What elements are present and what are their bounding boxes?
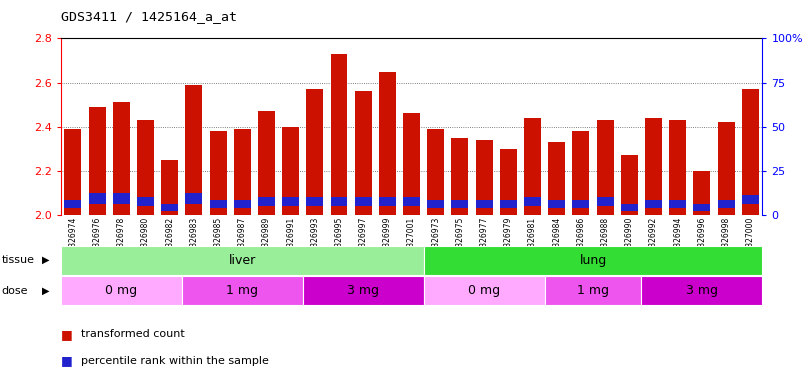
Text: GDS3411 / 1425164_a_at: GDS3411 / 1425164_a_at — [61, 10, 237, 23]
Bar — [64, 129, 81, 215]
Text: tissue: tissue — [2, 255, 35, 265]
Bar — [331, 54, 347, 215]
Text: 3 mg: 3 mg — [347, 285, 380, 297]
Bar — [61, 246, 423, 275]
Text: ■: ■ — [61, 328, 72, 341]
Bar — [303, 276, 423, 305]
Bar — [693, 204, 710, 210]
Bar — [423, 276, 545, 305]
Bar — [379, 197, 396, 206]
Text: ▶: ▶ — [42, 286, 49, 296]
Text: lung: lung — [579, 254, 607, 266]
Bar — [500, 200, 517, 209]
Bar — [524, 197, 541, 206]
Text: ▶: ▶ — [42, 255, 49, 265]
Bar — [669, 120, 686, 215]
Text: 0 mg: 0 mg — [468, 285, 500, 297]
Bar — [548, 142, 565, 215]
Bar — [113, 193, 130, 204]
Bar — [548, 200, 565, 209]
Bar — [524, 118, 541, 215]
Bar — [669, 200, 686, 209]
Bar — [331, 197, 347, 206]
Bar — [88, 193, 105, 204]
Bar — [403, 113, 420, 215]
Bar — [645, 200, 662, 209]
Bar — [742, 89, 759, 215]
Text: ■: ■ — [61, 354, 72, 367]
Bar — [427, 129, 444, 215]
Bar — [718, 122, 735, 215]
Text: 1 mg: 1 mg — [577, 285, 609, 297]
Bar — [642, 276, 762, 305]
Bar — [545, 276, 642, 305]
Bar — [423, 246, 762, 275]
Bar — [182, 276, 303, 305]
Bar — [597, 120, 614, 215]
Bar — [209, 131, 226, 215]
Text: 0 mg: 0 mg — [105, 285, 137, 297]
Bar — [161, 160, 178, 215]
Bar — [258, 111, 275, 215]
Bar — [88, 107, 105, 215]
Bar — [137, 120, 154, 215]
Bar — [64, 200, 81, 209]
Bar — [209, 200, 226, 209]
Bar — [354, 197, 371, 206]
Text: transformed count: transformed count — [81, 329, 185, 339]
Bar — [307, 197, 324, 206]
Text: liver: liver — [229, 254, 256, 266]
Bar — [452, 138, 469, 215]
Bar — [452, 200, 469, 209]
Bar — [234, 129, 251, 215]
Bar — [597, 197, 614, 206]
Text: dose: dose — [2, 286, 28, 296]
Bar — [403, 197, 420, 206]
Bar — [427, 200, 444, 209]
Text: percentile rank within the sample: percentile rank within the sample — [81, 356, 269, 366]
Bar — [500, 149, 517, 215]
Bar — [186, 85, 202, 215]
Bar — [718, 200, 735, 209]
Bar — [379, 71, 396, 215]
Bar — [693, 171, 710, 215]
Bar — [476, 140, 492, 215]
Bar — [282, 197, 299, 206]
Bar — [573, 200, 590, 209]
Text: 3 mg: 3 mg — [686, 285, 718, 297]
Bar — [742, 195, 759, 204]
Bar — [307, 89, 324, 215]
Bar — [645, 118, 662, 215]
Bar — [161, 204, 178, 210]
Bar — [61, 276, 182, 305]
Bar — [137, 197, 154, 206]
Bar — [186, 193, 202, 204]
Bar — [354, 91, 371, 215]
Text: 1 mg: 1 mg — [226, 285, 258, 297]
Bar — [113, 103, 130, 215]
Bar — [621, 204, 637, 210]
Bar — [621, 156, 637, 215]
Bar — [282, 127, 299, 215]
Bar — [258, 197, 275, 206]
Bar — [234, 200, 251, 209]
Bar — [476, 200, 492, 209]
Bar — [573, 131, 590, 215]
